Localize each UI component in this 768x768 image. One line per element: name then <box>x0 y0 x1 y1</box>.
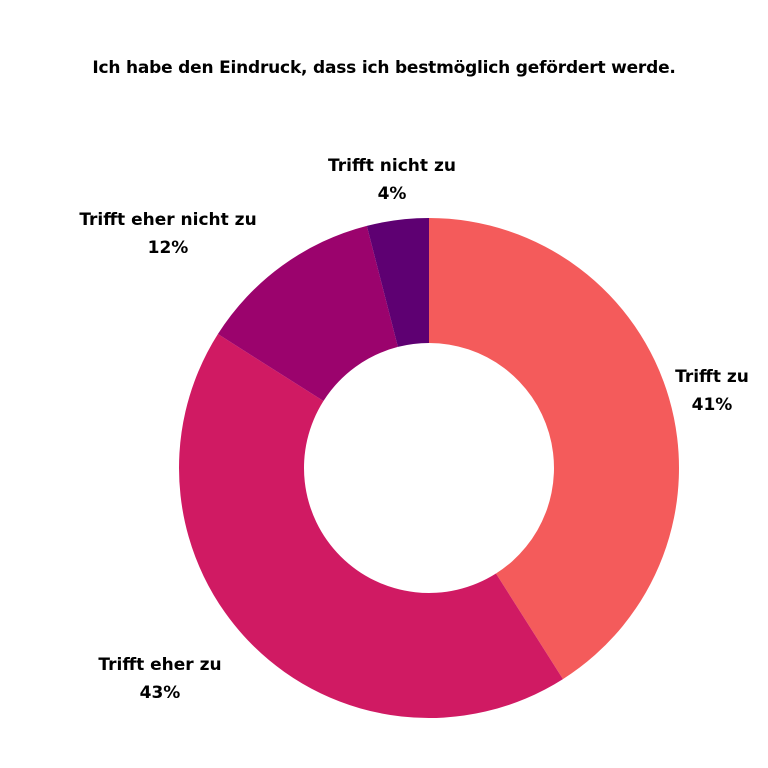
slice-value-label: 43% <box>140 683 181 703</box>
slice-label-trifft-eher-zu: Trifft eher zu 43% <box>98 655 221 703</box>
slice-category-label: Trifft eher zu <box>98 655 221 675</box>
chart-title: Ich habe den Eindruck, dass ich bestmögl… <box>92 58 676 78</box>
slice-value-label: 41% <box>692 395 733 415</box>
slice-category-label: Trifft eher nicht zu <box>79 210 256 230</box>
slice-trifft-eher-nicht-zu <box>217 225 398 402</box>
slice-value-label: 4% <box>378 184 407 204</box>
slice-category-label: Trifft zu <box>675 367 749 387</box>
slice-label-trifft-zu: Trifft zu 41% <box>675 367 749 415</box>
slice-trifft-zu <box>429 218 680 680</box>
slice-value-label: 12% <box>148 238 189 258</box>
donut-slices <box>179 218 680 718</box>
slice-trifft-eher-zu <box>179 334 563 718</box>
slice-category-label: Trifft nicht zu <box>328 156 456 176</box>
slice-trifft-nicht-zu <box>366 218 429 347</box>
slice-label-trifft-nicht-zu: Trifft nicht zu 4% <box>328 156 456 204</box>
slice-label-trifft-eher-nicht-zu: Trifft eher nicht zu 12% <box>79 210 256 258</box>
